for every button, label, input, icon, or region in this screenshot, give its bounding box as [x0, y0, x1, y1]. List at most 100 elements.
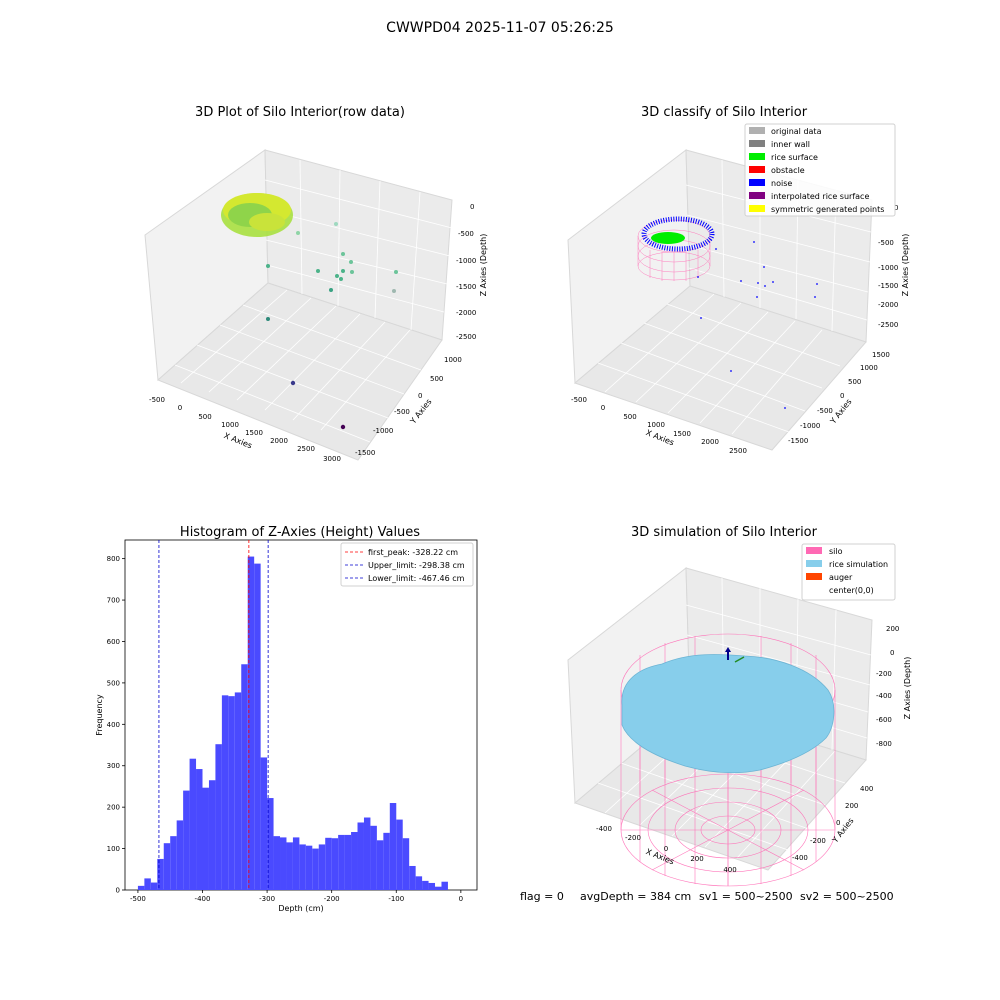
- hist-bar: [428, 882, 436, 890]
- panel4-xlabel: X Axies: [645, 847, 676, 866]
- panel4-legend: silo rice simulation auger center(0,0): [801, 543, 896, 601]
- hist-bar: [267, 798, 274, 890]
- legend-label: center(0,0): [829, 586, 874, 595]
- legend-swatch: [806, 560, 822, 567]
- hist-bar: [144, 878, 151, 890]
- hist-bar: [370, 825, 377, 890]
- hist-bar: [163, 843, 171, 890]
- hist-bar: [338, 834, 345, 890]
- panel4-xtick: 0: [664, 845, 668, 853]
- panel4-zlabel: Z Axies (Depth): [903, 657, 912, 720]
- panel1-xtick: 3000: [323, 455, 341, 463]
- legend-label: original data: [771, 127, 822, 136]
- panel2-legend: original data inner wall rice surface obsta…: [744, 123, 896, 217]
- hist-bar: [344, 834, 352, 890]
- panel1-ytick: 1000: [444, 356, 462, 364]
- panel1-xtick: 2000: [270, 437, 288, 445]
- hist-bar: [208, 780, 216, 890]
- figure-title: CWWPD04 2025-11-07 05:26:25: [386, 20, 614, 36]
- panel2-ytick: 500: [848, 378, 861, 386]
- hist-bar: [383, 832, 390, 890]
- panel2-ytick: -500: [817, 407, 833, 415]
- hist-ytick-label: 700: [107, 597, 120, 605]
- panel4-ytick: -200: [810, 837, 826, 845]
- panel1-ytick: -1500: [355, 449, 375, 457]
- panel1-ytick: -500: [394, 408, 410, 416]
- hist-bar: [150, 882, 158, 890]
- hist-bar: [280, 837, 287, 890]
- panel2-xtick: 1500: [673, 430, 691, 438]
- hist-ytick-label: 200: [107, 804, 120, 812]
- legend-label: auger: [829, 573, 853, 582]
- panel2-title: 3D classify of Silo Interior: [641, 105, 808, 120]
- legend-label: noise: [771, 179, 792, 188]
- hist-ytick-label: 500: [107, 679, 120, 687]
- hist-bar: [331, 838, 339, 890]
- legend-label: rice surface: [771, 153, 818, 162]
- panel2-xtick: 500: [623, 413, 636, 421]
- hist-bar: [415, 876, 423, 890]
- hist-bar: [409, 865, 416, 890]
- hist-bar: [221, 695, 229, 890]
- hist-ytick-label: 600: [107, 638, 120, 646]
- panel-classify-3d: 3D classify of Silo Interior: [567, 105, 910, 455]
- panel-histogram: Histogram of Z-Axies (Height) Values -50…: [95, 525, 478, 913]
- panel2-rice-surface: [651, 232, 685, 244]
- hist-bar: [396, 819, 403, 890]
- panel-raw-3d: 3D Plot of Silo Interior(row data): [144, 105, 488, 463]
- panel1-xtick: 1500: [245, 429, 263, 437]
- legend-swatch: [806, 547, 822, 554]
- hist-bar: [441, 881, 448, 890]
- hist-xlabel: Depth (cm): [278, 904, 323, 913]
- hist-ytick-label: 100: [107, 845, 120, 853]
- panel1-xtick: 0: [178, 404, 182, 412]
- hist-title: Histogram of Z-Axies (Height) Values: [180, 525, 420, 540]
- status-footer: flag = 0 avgDepth = 384 cm sv1 = 500~250…: [520, 890, 894, 903]
- hist-bar: [157, 858, 164, 890]
- panel1-xtick: 1000: [221, 421, 239, 429]
- panel4-ztick: -400: [876, 692, 892, 700]
- hist-bar: [435, 886, 442, 890]
- hist-bar: [318, 844, 326, 890]
- panel2-ztick: -2500: [878, 321, 898, 329]
- panel1-xtick: -500: [149, 396, 165, 404]
- hist-y-ticks: 0 100 200 300 400 500 600 700 800: [107, 555, 125, 895]
- legend-swatch: [749, 205, 765, 212]
- panel4-silo-wireframe: [620, 633, 836, 887]
- panel1-ztick: -2500: [456, 333, 476, 341]
- hist-xtick-label: -100: [388, 895, 404, 903]
- panel1-ztick: 0: [470, 203, 474, 211]
- panel4-xtick: -400: [596, 825, 612, 833]
- hist-ytick-label: 400: [107, 721, 120, 729]
- panel4-ytick: 400: [860, 785, 873, 793]
- panel2-ytick: 1000: [860, 364, 878, 372]
- panel4-xtick: 200: [690, 855, 703, 863]
- hist-bar: [189, 758, 197, 890]
- legend-label: silo: [829, 547, 843, 556]
- legend-swatch: [749, 192, 765, 199]
- panel2-xtick: 2000: [701, 438, 719, 446]
- legend-swatch: [749, 153, 765, 160]
- panel1-ytick: 0: [418, 392, 422, 400]
- hist-ytick-label: 800: [107, 555, 120, 563]
- hist-bar: [137, 885, 145, 890]
- hist-bar: [389, 803, 397, 890]
- avg-depth-status: avgDepth = 384 cm: [580, 890, 691, 903]
- hist-ytick-label: 0: [116, 887, 120, 895]
- panel2-ztick: 0: [894, 204, 898, 212]
- hist-legend-label: Upper_limit: -298.38 cm: [368, 561, 465, 570]
- hist-bar: [357, 822, 364, 890]
- panel1-xtick: 500: [198, 413, 211, 421]
- legend-label: inner wall: [771, 140, 810, 149]
- panel4-ytick: 200: [845, 802, 858, 810]
- hist-bar: [260, 757, 268, 890]
- hist-bar: [183, 790, 190, 890]
- hist-xtick-label: -300: [259, 895, 275, 903]
- panel2-ytick: -1500: [788, 437, 808, 445]
- panel2-xlabel: X Axies: [645, 428, 676, 447]
- legend-swatch: [749, 166, 765, 173]
- panel2-ztick: -500: [878, 239, 894, 247]
- panel1-ztick: -1500: [456, 283, 476, 291]
- panel4-ztick: -800: [876, 740, 892, 748]
- legend-label: rice simulation: [829, 560, 888, 569]
